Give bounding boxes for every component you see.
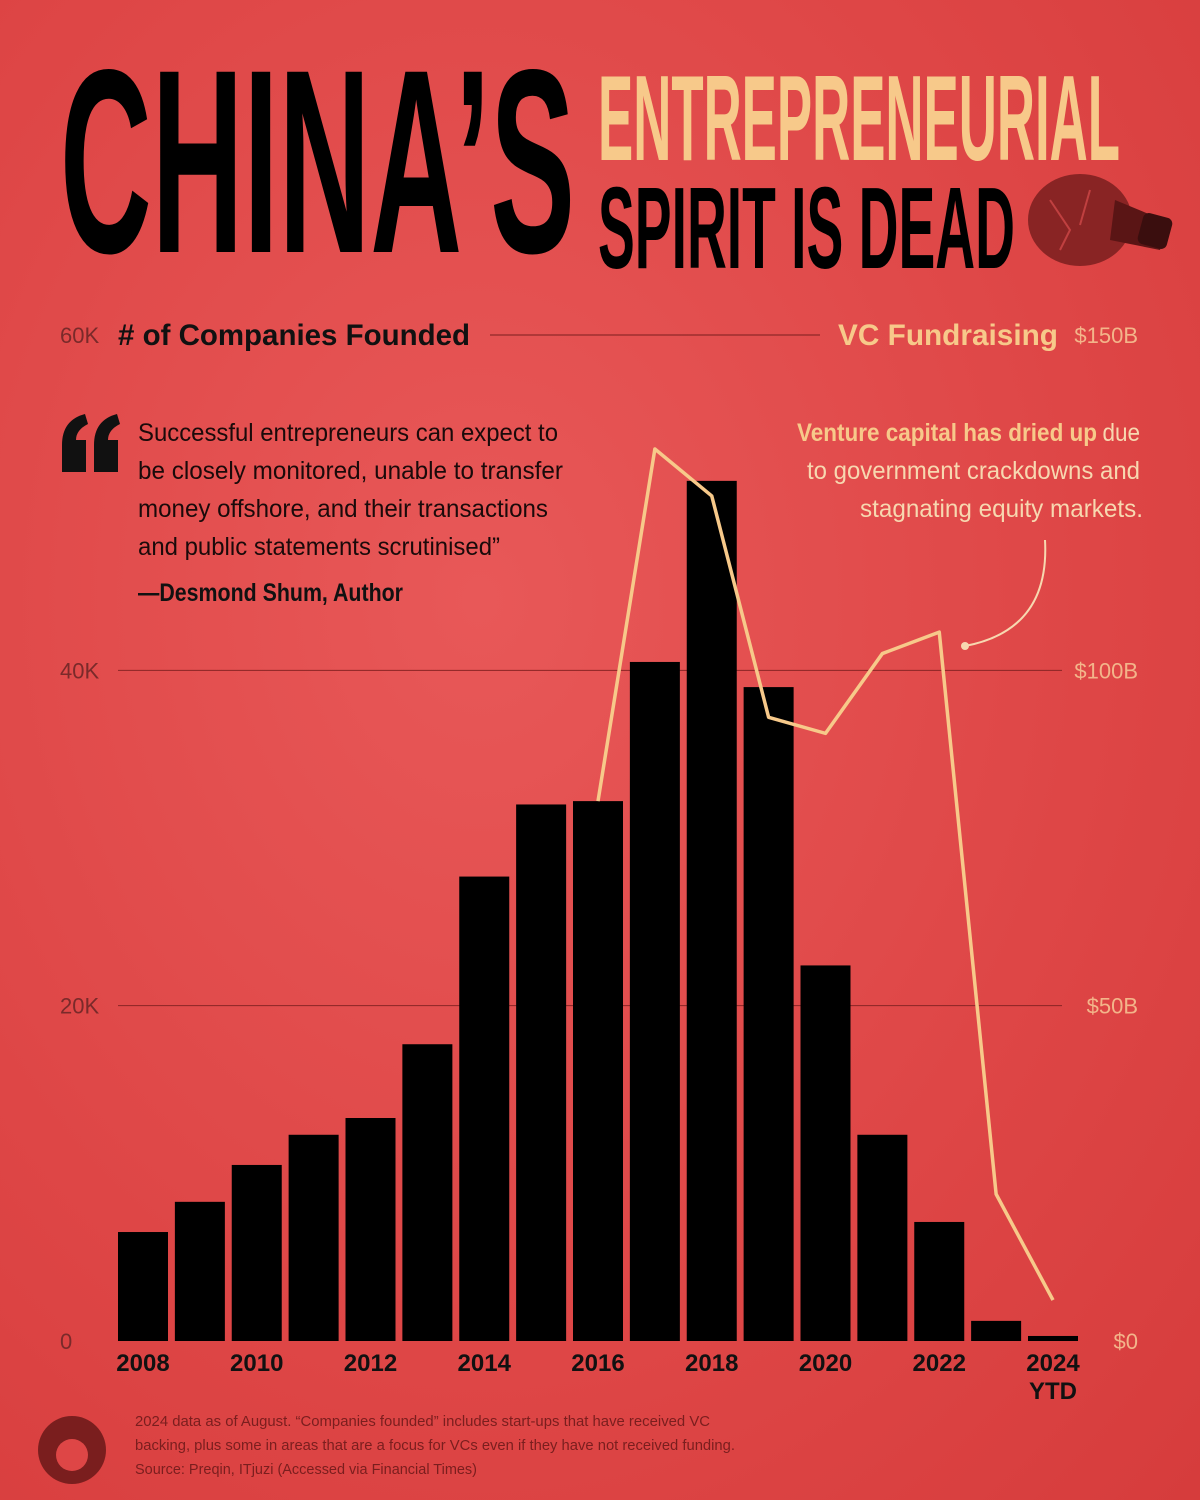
bar bbox=[800, 965, 851, 1341]
annotation-text: stagnating equity markets. bbox=[860, 495, 1143, 523]
quote-text: be closely monitored, unable to transfer bbox=[138, 457, 563, 485]
x-tick-label: 2022 bbox=[912, 1350, 966, 1377]
x-tick-label: 2008 bbox=[116, 1350, 170, 1377]
quote-text: Successful entrepreneurs can expect to bbox=[138, 419, 558, 447]
title: SPIRIT IS DEAD bbox=[598, 163, 1015, 293]
quote-text: and public statements scrutinised” bbox=[138, 533, 500, 561]
bar bbox=[573, 801, 623, 1341]
annotation-dot bbox=[961, 642, 969, 650]
annotation-text: due bbox=[1102, 419, 1140, 447]
bar bbox=[516, 804, 567, 1341]
bar bbox=[402, 1044, 453, 1341]
bulb-icon bbox=[1028, 174, 1173, 266]
x-tick-label: 2018 bbox=[685, 1350, 739, 1377]
annotation-bold: Venture capital has dried up bbox=[797, 419, 1097, 447]
x-tick-label: 2012 bbox=[343, 1350, 398, 1377]
footnote: backing, plus some in areas that are a f… bbox=[135, 1437, 735, 1454]
line bbox=[596, 447, 1055, 1301]
annotation-arrow bbox=[964, 539, 1047, 647]
y2-tick-label: $0 bbox=[1114, 1329, 1138, 1354]
quote-text: money offshore, and their transactions bbox=[138, 495, 548, 523]
bar bbox=[459, 876, 510, 1341]
y2-tick-label: $100B bbox=[1074, 658, 1138, 683]
footnote: 2024 data as of August. “Companies found… bbox=[135, 1413, 710, 1430]
y2-tick-label: $50B bbox=[1087, 994, 1138, 1019]
title: ENTREPRENEURIAL bbox=[598, 50, 1120, 186]
bar bbox=[743, 687, 794, 1341]
x-tick-label: 2016 bbox=[571, 1350, 625, 1377]
x-tick-label: 2020 bbox=[798, 1350, 853, 1377]
y-tick-label: 0 bbox=[60, 1329, 72, 1354]
legend-label: VC Fundraising bbox=[838, 319, 1058, 352]
annotation-text: to government crackdowns and bbox=[807, 457, 1140, 485]
logo bbox=[38, 1416, 106, 1484]
quote-mark bbox=[62, 414, 120, 472]
bar bbox=[118, 1232, 168, 1341]
bar bbox=[686, 480, 737, 1341]
x-tick-label: 2010 bbox=[230, 1350, 284, 1377]
y-tick-label: 20K bbox=[60, 994, 99, 1019]
bar bbox=[629, 661, 680, 1341]
y-tick-label: 40K bbox=[60, 658, 99, 683]
footnote: Source: Preqin, ITjuzi (Accessed via Fin… bbox=[135, 1461, 477, 1478]
x-tick-label: 2014 bbox=[457, 1350, 511, 1377]
legend-label: # of Companies Founded bbox=[118, 319, 470, 352]
y-tick-label: 60K bbox=[60, 323, 99, 348]
bar bbox=[971, 1320, 1022, 1341]
y2-tick-label: $150B bbox=[1074, 323, 1138, 348]
quote-attribution: —Desmond Shum, Author bbox=[138, 579, 403, 607]
title: CHINA’S bbox=[60, 15, 575, 308]
bar bbox=[288, 1134, 339, 1341]
bar bbox=[231, 1164, 282, 1341]
bar bbox=[1028, 1335, 1078, 1341]
bar bbox=[345, 1118, 396, 1341]
bar bbox=[174, 1201, 225, 1341]
bar bbox=[914, 1221, 965, 1341]
annotation: Venture capital has dried updue bbox=[797, 419, 1140, 447]
bar bbox=[857, 1134, 908, 1341]
x-tick-label: 2024 YTD bbox=[1026, 1350, 1080, 1405]
